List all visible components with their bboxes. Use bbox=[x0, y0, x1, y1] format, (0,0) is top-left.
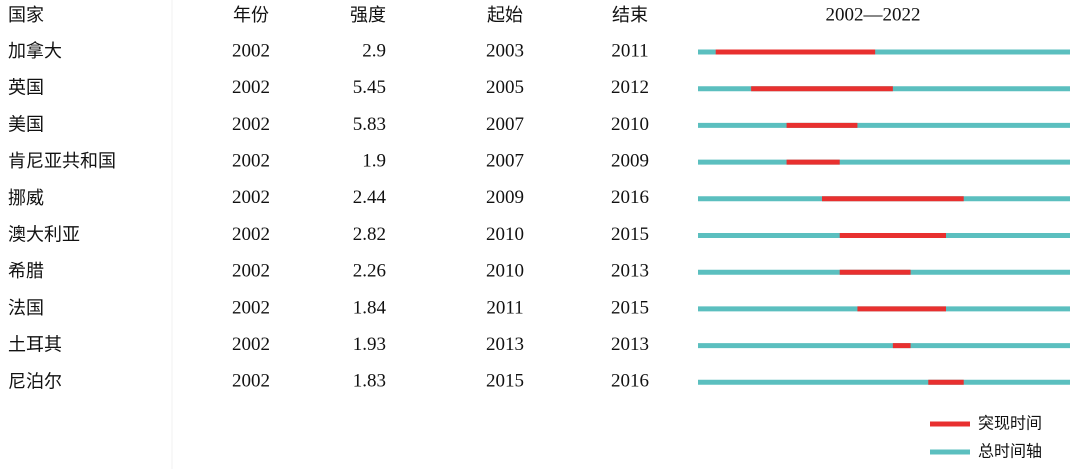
country: 加拿大 bbox=[8, 40, 62, 62]
cell: 2016 bbox=[611, 371, 649, 392]
cell: 1.83 bbox=[353, 371, 386, 392]
cell: 2002 bbox=[232, 261, 270, 282]
cell: 2011 bbox=[611, 40, 648, 61]
cell: 2.26 bbox=[353, 261, 386, 282]
cell: 2010 bbox=[486, 224, 524, 245]
cell: 2002 bbox=[232, 224, 270, 245]
cell: 2011 bbox=[486, 297, 523, 318]
country: 土耳其 bbox=[8, 335, 62, 356]
cell: 2002 bbox=[232, 40, 270, 61]
cell: 2002 bbox=[232, 114, 270, 135]
cell: 2015 bbox=[611, 297, 649, 318]
cell: 2010 bbox=[486, 261, 524, 282]
cell: 5.45 bbox=[353, 77, 386, 98]
cell: 1.84 bbox=[353, 297, 387, 318]
legend-label: 突现时间 bbox=[978, 414, 1042, 433]
cell: 1.93 bbox=[353, 334, 386, 355]
cell: 2002 bbox=[232, 150, 270, 171]
legend-label: 总时间轴 bbox=[978, 442, 1042, 461]
timeline-header: 2002—2022 bbox=[826, 4, 921, 25]
cell: 2015 bbox=[486, 371, 524, 392]
cell: 2013 bbox=[486, 334, 524, 355]
cell: 2013 bbox=[611, 334, 649, 355]
cell: 2007 bbox=[486, 114, 524, 135]
cell: 2003 bbox=[486, 40, 524, 61]
cell: 2.44 bbox=[353, 187, 387, 208]
country: 肯尼亚共和国 bbox=[8, 151, 116, 172]
cell: 2009 bbox=[611, 150, 649, 171]
country: 尼泊尔 bbox=[8, 371, 62, 392]
cell: 2013 bbox=[611, 261, 649, 282]
cell: 2012 bbox=[611, 77, 649, 98]
column-header: 国家 bbox=[8, 5, 44, 26]
cell: 2005 bbox=[486, 77, 524, 98]
column-header: 起始 bbox=[487, 5, 523, 26]
cell: 2007 bbox=[486, 150, 524, 171]
country: 希腊 bbox=[8, 261, 44, 282]
cell: 2002 bbox=[232, 297, 270, 318]
country: 澳大利亚 bbox=[8, 225, 80, 246]
cell: 2002 bbox=[232, 77, 270, 98]
column-header: 强度 bbox=[350, 5, 386, 26]
cell: 2010 bbox=[611, 114, 649, 135]
cell: 2.9 bbox=[362, 40, 386, 61]
column-header: 结束 bbox=[612, 5, 648, 26]
cell: 2002 bbox=[232, 187, 270, 208]
cell: 2009 bbox=[486, 187, 524, 208]
cell: 1.9 bbox=[362, 150, 386, 171]
cell: 2015 bbox=[611, 224, 649, 245]
country: 法国 bbox=[8, 298, 44, 319]
country: 挪威 bbox=[8, 188, 44, 209]
column-header: 年份 bbox=[233, 5, 269, 26]
cell: 2002 bbox=[232, 371, 270, 392]
cell: 5.83 bbox=[353, 114, 386, 135]
country: 英国 bbox=[8, 78, 44, 99]
cell: 2.82 bbox=[353, 224, 386, 245]
cell: 2016 bbox=[611, 187, 649, 208]
country: 美国 bbox=[8, 114, 44, 135]
cell: 2002 bbox=[232, 334, 270, 355]
